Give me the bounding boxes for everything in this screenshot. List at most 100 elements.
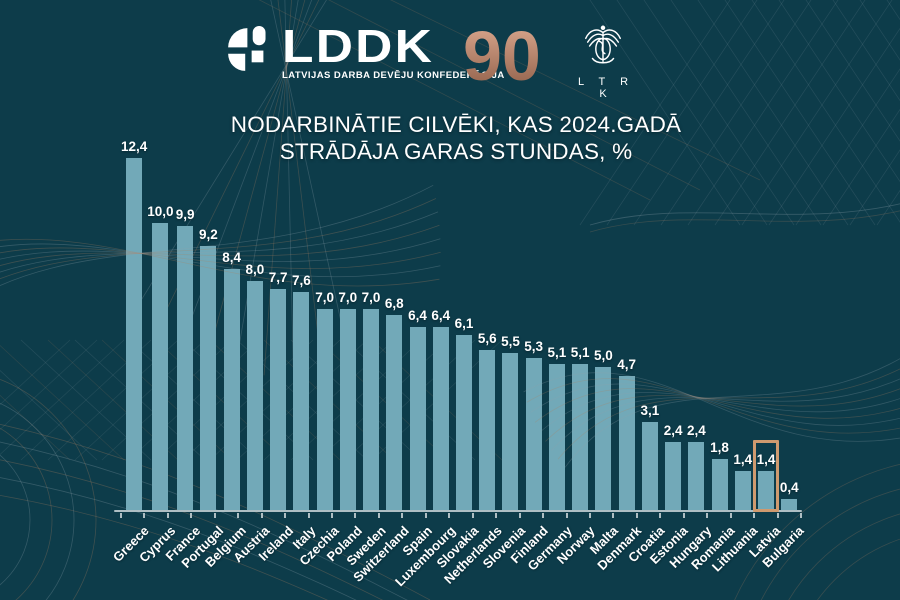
bar-netherlands[interactable] — [479, 349, 496, 511]
bar-slot: 9,2 Portugal — [178, 140, 226, 571]
chart-title-line2: STRĀDĀJA GARAS STUNDAS, % — [279, 139, 633, 164]
bar-value-label: 9,9 — [175, 206, 195, 222]
axis-tick — [284, 513, 287, 518]
bar-denmark[interactable] — [618, 375, 635, 511]
bar-slot: 1,4 Latvia — [746, 140, 784, 560]
bar-finland[interactable] — [525, 358, 542, 511]
bar-value-label: 10,0 — [147, 204, 174, 219]
axis-tick — [166, 513, 169, 518]
bar-greece[interactable] — [126, 158, 143, 511]
bar-germany[interactable] — [548, 364, 565, 511]
bar-france[interactable] — [177, 225, 194, 511]
bar-norway[interactable] — [572, 364, 589, 511]
bar-malta[interactable] — [595, 367, 612, 511]
bar-slot: 4,7 Denmark — [594, 140, 644, 573]
bar-slot: 6,4 Luxembourg — [392, 140, 458, 589]
bar-value-label: 6,8 — [384, 296, 404, 312]
axis-tick — [542, 513, 545, 518]
bar-slot: 9,9 France — [162, 140, 203, 563]
bar-switzerland[interactable] — [386, 315, 403, 511]
axis-tick — [448, 513, 451, 518]
bar-value-label: 5,6 — [477, 330, 497, 346]
lddk-logo-tagline: LATVIJAS DARBA DEVĒJU KONFEDERĀCIJA — [282, 70, 505, 81]
bar-czechia[interactable] — [316, 309, 333, 511]
bar-spain[interactable] — [409, 326, 426, 511]
axis-tick — [213, 513, 216, 518]
lddk-logo-icon — [228, 26, 266, 71]
axis-tick — [659, 513, 662, 518]
bar-slot: 5,6 Netherlands — [441, 140, 505, 587]
axis-tick — [729, 513, 732, 518]
bar-ireland[interactable] — [270, 289, 287, 511]
bar-slovenia[interactable] — [502, 352, 519, 511]
axis-tick — [260, 513, 263, 518]
bar-slot: 5,3 Finland — [508, 140, 551, 566]
bar-slot: 10,0 Cyprus — [136, 140, 178, 566]
bar-value-label: 6,1 — [454, 316, 474, 332]
bar-value-label: 12,4 — [121, 139, 148, 154]
bar-romania[interactable] — [711, 459, 728, 511]
x-axis-line — [114, 510, 802, 512]
bar-value-label: 7,7 — [268, 270, 288, 286]
axis-tick — [401, 513, 404, 518]
bar-slot: 5,1 Norway — [554, 140, 598, 567]
axis-tick — [471, 513, 474, 518]
bar-slovakia[interactable] — [455, 335, 472, 511]
bar-slot: 7,6 Italy — [290, 140, 319, 552]
bar-value-label: 8,4 — [222, 250, 242, 266]
ltrk-logo-label: L T R K — [577, 76, 635, 100]
bar-slot: 1,8 Romania — [688, 140, 737, 573]
axis-tick — [495, 513, 498, 518]
bar-sweden[interactable] — [363, 309, 380, 511]
axis-tick — [565, 513, 568, 518]
bar-luxembourg[interactable] — [432, 326, 449, 511]
axis-tick — [753, 513, 756, 518]
axis-tick — [354, 513, 357, 518]
bar-slot: 2,4 Estonia — [647, 140, 691, 566]
bar-lithuania[interactable] — [734, 470, 751, 511]
bar-slot: 0,4 Bulgaria — [760, 140, 807, 570]
axis-tick — [331, 513, 334, 518]
bar-value-label: 5,5 — [501, 333, 520, 349]
bar-chart: 12,4 Greece 10,0 Cyprus 9,9 France 9,2 Portugal… — [110, 139, 807, 590]
bar-hungary[interactable] — [688, 441, 705, 511]
axis-tick — [237, 513, 240, 518]
bar-italy[interactable] — [293, 292, 310, 511]
bar-austria[interactable] — [246, 280, 263, 511]
bar-portugal[interactable] — [200, 246, 217, 511]
bar-value-label: 8,0 — [245, 261, 265, 277]
bar-slot: 7,0 Czechia — [297, 140, 342, 568]
bar-poland[interactable] — [339, 309, 356, 511]
bar-bulgaria[interactable] — [781, 499, 798, 511]
anniversary-90-number: 90 — [463, 17, 541, 95]
bar-value-label: 4,7 — [617, 356, 637, 372]
bar-value-label: 0,4 — [779, 480, 799, 496]
bar-slot: 7,7 Ireland — [255, 140, 296, 564]
bar-latvia[interactable] — [758, 470, 775, 511]
highlight-box — [753, 439, 779, 512]
axis-tick — [635, 513, 638, 518]
bar-estonia[interactable] — [665, 441, 682, 511]
axis-tick — [800, 513, 802, 518]
bar-slot: 8,4 Belgium — [202, 140, 249, 570]
bar-value-label: 1,8 — [710, 440, 729, 456]
axis-tick — [377, 513, 380, 518]
bar-slot: 6,1 Slovakia — [434, 140, 482, 571]
bar-belgium[interactable] — [223, 269, 240, 511]
axis-tick — [518, 513, 521, 518]
bar-slot: 7,0 Poland — [324, 140, 365, 564]
bar-slot: 8,0 Austria — [230, 140, 272, 565]
ltrk-emblem-icon — [585, 25, 621, 64]
axis-tick — [120, 513, 122, 518]
bar-cyprus[interactable] — [152, 223, 169, 511]
ltrk-logo: L T R K — [566, 23, 640, 100]
bar-value-label: 7,0 — [338, 290, 358, 306]
bar-slot: 1,4 Lithuania — [709, 140, 760, 574]
bar-value-label: 2,4 — [686, 422, 706, 438]
chart-title: NODARBINĀTIE CILVĒKI, KAS 2024.GADĀ STRĀ… — [231, 111, 682, 165]
bar-value-label: 7,0 — [361, 290, 381, 306]
bar-value-label: 7,6 — [291, 273, 311, 289]
axis-tick — [706, 513, 709, 518]
bar-croatia[interactable] — [641, 421, 658, 511]
lddk-logo: LDDK LATVIJAS DARBA DEVĒJU KONFEDERĀCIJA — [226, 23, 505, 81]
